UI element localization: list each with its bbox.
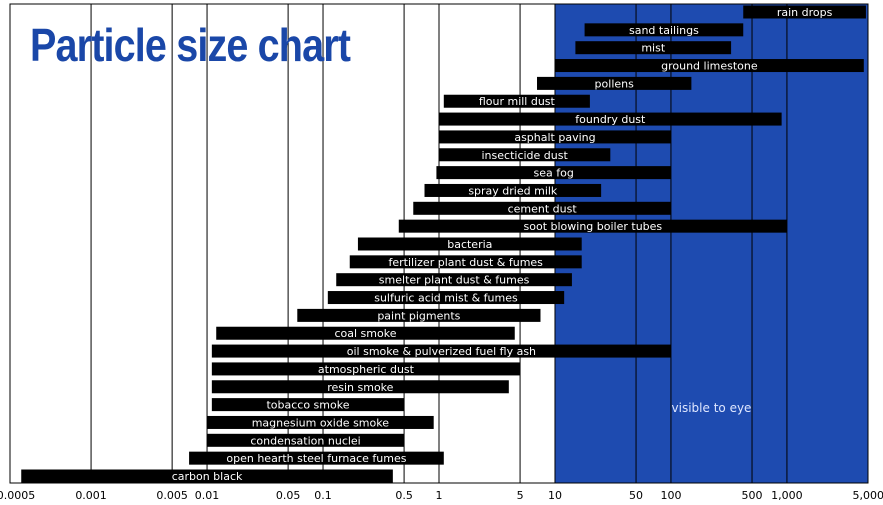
x-tick-label: 0.1	[314, 489, 332, 502]
range-bar	[211, 344, 671, 358]
range-bar	[424, 183, 602, 197]
x-tick-label: 0.01	[195, 489, 220, 502]
bar-label: sea fog	[534, 167, 574, 180]
range-bar	[537, 76, 692, 90]
x-tick-label: 5,000	[853, 489, 883, 502]
range-bar	[439, 148, 611, 162]
range-bar	[297, 308, 541, 322]
chart-title: Particle size chart	[30, 19, 351, 71]
x-tick-label: 100	[660, 489, 681, 502]
bar-label: spray dried milk	[468, 184, 558, 197]
bar-label: smelter plant dust & fumes	[379, 274, 530, 287]
range-bar	[436, 166, 671, 180]
range-bar	[575, 41, 732, 55]
visible-region-label: visible to eye	[672, 401, 752, 415]
bar-label: mist	[641, 42, 666, 55]
bar-label: asphalt paving	[514, 131, 595, 144]
x-tick-label: 0.5	[395, 489, 413, 502]
bar-label: fertilizer plant dust & fumes	[389, 256, 544, 269]
range-bar	[327, 291, 565, 305]
bar-label: tobacco smoke	[266, 399, 349, 412]
bar-label: condensation nuclei	[250, 434, 360, 447]
x-tick-label: 0.001	[75, 489, 107, 502]
range-bar	[584, 23, 744, 37]
bar-label: carbon black	[172, 470, 243, 483]
bar-label: sulfuric acid mist & fumes	[374, 292, 518, 305]
bar-label: coal smoke	[334, 327, 396, 340]
range-bar	[439, 130, 671, 144]
bar-label: atmospheric dust	[318, 363, 415, 376]
range-bar	[443, 94, 590, 108]
x-tick-label: 500	[742, 489, 763, 502]
bar-label: sand tailings	[629, 24, 699, 37]
bar-label: open hearth steel furnace fumes	[226, 452, 406, 465]
x-tick-label: 1,000	[771, 489, 803, 502]
range-bar	[349, 255, 582, 269]
range-bar	[211, 380, 509, 394]
bar-label: cement dust	[508, 202, 578, 215]
bar-label: foundry dust	[575, 113, 646, 126]
bar-label: ground limestone	[661, 60, 758, 73]
range-bar	[216, 326, 515, 340]
range-bar	[413, 201, 671, 215]
bar-label: oil smoke & pulverized fuel fly ash	[347, 345, 536, 358]
range-bar	[336, 273, 572, 287]
bar-label: magnesium oxide smoke	[252, 416, 390, 429]
x-tick-label: 5	[517, 489, 524, 502]
x-tick-label: 1	[436, 489, 443, 502]
range-bar	[554, 59, 864, 73]
range-bar	[207, 433, 405, 447]
bar-label: insecticide dust	[482, 149, 569, 162]
range-bar	[211, 398, 405, 412]
range-bar	[211, 362, 521, 376]
x-tick-label: 0.005	[156, 489, 188, 502]
range-bar	[398, 219, 787, 233]
bar-label: soot blowing boiler tubes	[524, 220, 663, 233]
x-tick-label: 0.05	[276, 489, 301, 502]
bar-label: resin smoke	[327, 381, 393, 394]
bar-label: rain drops	[777, 6, 833, 19]
range-bar	[357, 237, 582, 251]
plot-border	[9, 3, 869, 484]
bar-label: pollens	[595, 77, 635, 90]
bar-label: bacteria	[447, 238, 492, 251]
bar-label: paint pigments	[377, 309, 460, 322]
range-bar	[21, 469, 393, 483]
range-bar	[743, 5, 866, 19]
range-bar	[189, 451, 444, 465]
x-tick-label: 50	[629, 489, 643, 502]
range-bar	[439, 112, 782, 126]
x-tick-label: 10	[548, 489, 562, 502]
x-tick-label: 0.0005	[0, 489, 35, 502]
range-bar	[207, 415, 434, 429]
bar-label: flour mill dust	[479, 95, 556, 108]
